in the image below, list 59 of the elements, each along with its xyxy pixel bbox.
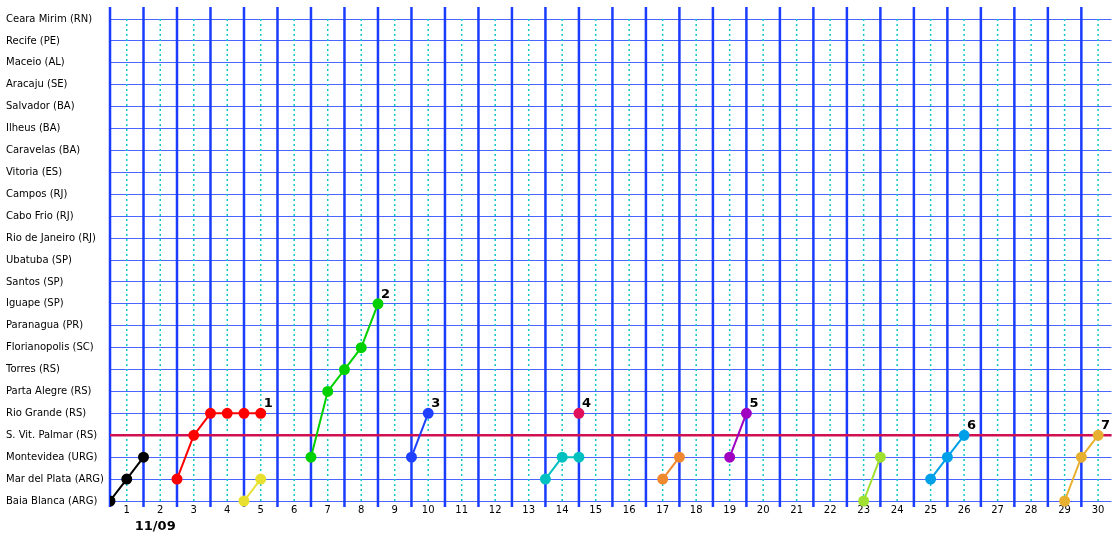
x-tick-label: 2 [157,503,164,515]
x-tick-label: 30 [1091,503,1105,515]
y-tick-label: Cabo Frio (RJ) [6,209,74,221]
annotation: 6 [967,417,977,433]
y-tick-label: Recife (PE) [6,34,61,46]
x-tick-label: 17 [656,503,670,515]
y-tick-label: Maceio (AL) [6,56,65,68]
y-tick-label: Baia Blanca (ARG) [6,494,98,506]
annotation: 1 [263,395,273,411]
x-tick-label: 19 [723,503,737,515]
y-tick-label: Ceara Mirim (RN) [6,12,93,24]
x-tick-label: 15 [589,503,603,515]
x-tick-label: 18 [689,503,703,515]
x-tick-label: 6 [291,503,298,515]
x-tick-label: 16 [622,503,636,515]
x-tick-label: 5 [257,503,264,515]
y-tick-label: Rio Grande (RS) [6,406,87,418]
x-tick-label: 7 [324,503,331,515]
y-tick-label: Caravelas (BA) [6,144,81,156]
y-tick-label: Florianopolis (SC) [6,341,94,353]
x-tick-label: 26 [957,503,971,515]
y-tick-label: Ubatuba (SP) [6,253,72,265]
x-tick-label: 3 [190,503,197,515]
x-tick-label: 10 [421,503,435,515]
x-tick-label: 24 [890,503,904,515]
y-tick-label: Campos (RJ) [6,187,68,199]
x-tick-label: 21 [790,503,804,515]
x-tick-label: 8 [358,503,365,515]
annotation: 5 [749,395,759,411]
y-tick-label: Vitoria (ES) [6,165,63,177]
annotation: 7 [1101,417,1111,433]
y-tick-label: Rio de Janeiro (RJ) [6,231,97,243]
y-tick-label: Parta Alegre (RS) [6,385,92,397]
text: 11/09 [134,518,176,533]
y-tick-label: Montevidea (URG) [6,450,98,462]
y-tick-label: Mar del Plata (ARG) [6,472,105,484]
x-tick-label: 9 [391,503,398,515]
y-tick-label: Ilheus (BA) [6,122,61,134]
x-tick-label: 22 [823,503,837,515]
x-tick-label: 1 [123,503,130,515]
x-tick-label: 4 [224,503,231,515]
annotation: 4 [581,395,591,411]
x-tick-label: 25 [924,503,937,515]
annotation: 3 [431,395,441,411]
x-tick-label: 12 [488,503,502,515]
y-tick-label: S. Vit. Palmar (RS) [6,428,98,440]
y-tick-label: Aracaju (SE) [6,78,68,90]
x-tick-label: 27 [991,503,1004,515]
x-tick-label: 20 [756,503,770,515]
y-tick-label: Iguape (SP) [6,297,64,309]
x-tick-label: 28 [1024,503,1038,515]
annotation: 2 [380,285,391,301]
y-tick-label: Salvador (BA) [6,100,75,112]
x-tick-label: 13 [522,503,536,515]
x-tick-label: 11 [455,503,469,515]
y-tick-label: Paranagua (PR) [6,319,84,331]
x-tick-label: 14 [555,503,569,515]
y-tick-label: Santos (SP) [6,275,64,287]
y-tick-label: Torres (RS) [5,363,61,375]
